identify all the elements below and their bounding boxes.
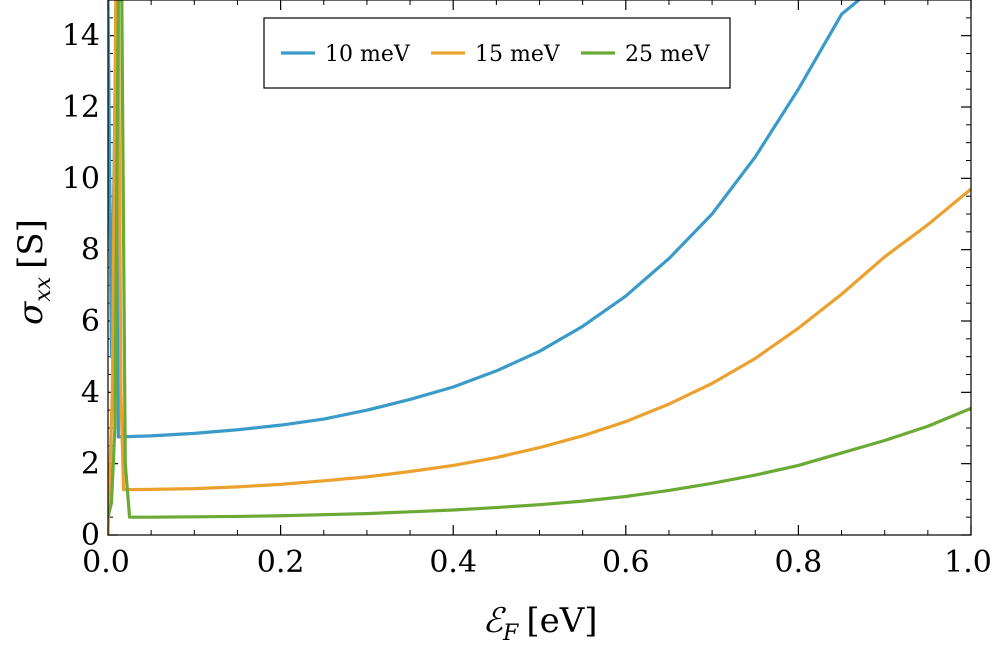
y-tick-labels: 0 2 4 6 8 10 12 14 <box>62 19 100 553</box>
x-tick-label: 0.6 <box>602 545 650 580</box>
y-tick-label: 14 <box>62 19 100 54</box>
y-axis-label: σxx [S] <box>11 219 56 325</box>
y-axis-subscript: xx <box>31 276 56 301</box>
x-tick-label: 0.8 <box>775 545 823 580</box>
x-tick-label: 0.4 <box>429 545 477 580</box>
y-tick-label: 2 <box>81 447 100 482</box>
series-line-1 <box>108 0 861 439</box>
legend-label-1: 10 meV <box>325 42 411 67</box>
legend-label-2: 15 meV <box>475 42 561 67</box>
legend: 10 meV 15 meV 25 meV <box>263 17 731 89</box>
x-axis-label: ℰF [eV] <box>482 601 597 646</box>
plot-area <box>108 0 971 535</box>
legend-label-3: 25 meV <box>625 42 711 67</box>
legend-box <box>263 17 731 89</box>
x-tick-label: 1.0 <box>944 545 992 580</box>
x-tick-label: 0.2 <box>257 545 305 580</box>
y-tick-label: 10 <box>62 161 100 196</box>
y-tick-label: 4 <box>81 375 100 410</box>
x-axis-symbol: ℰ <box>482 601 506 641</box>
y-axis-unit: [S] <box>11 219 51 269</box>
x-tick-labels: 0.0 0.2 0.4 0.6 0.8 1.0 <box>82 545 992 580</box>
x-axis-unit: [eV] <box>526 601 597 641</box>
x-tick-label: 0.0 <box>82 545 130 580</box>
x-axis-subscript: F <box>502 621 519 646</box>
plot-frame <box>107 0 972 536</box>
y-axis-symbol: σ <box>11 301 51 325</box>
series-layer <box>108 0 971 535</box>
y-tick-label: 6 <box>81 304 100 339</box>
y-tick-label: 8 <box>81 233 100 268</box>
y-tick-label: 12 <box>62 90 100 125</box>
series-line-2 <box>108 0 971 535</box>
series-line-3 <box>108 0 971 519</box>
legend-entries: 10 meV 15 meV 25 meV <box>281 42 711 67</box>
y-tick-label: 0 <box>81 518 100 553</box>
